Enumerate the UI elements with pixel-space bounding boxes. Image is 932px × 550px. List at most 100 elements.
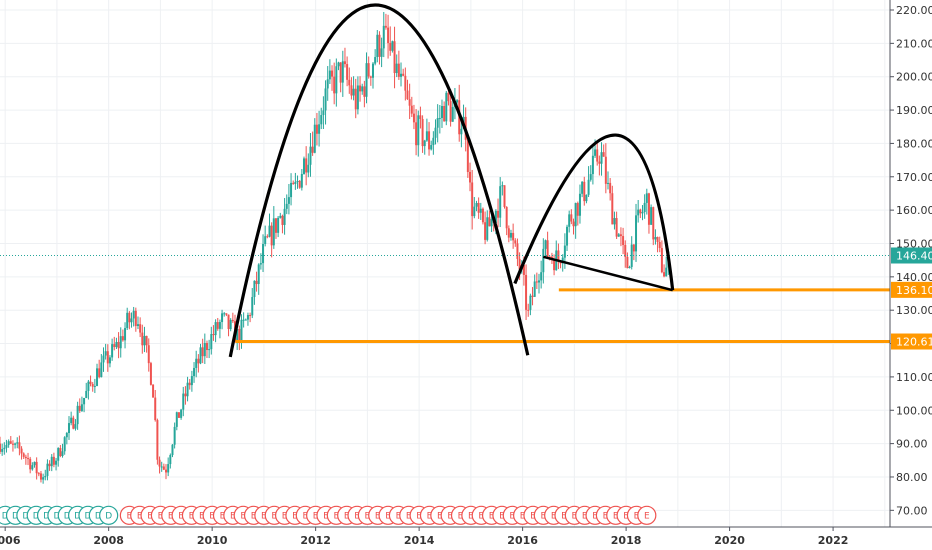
candle-body (251, 297, 254, 316)
x-tick-label: 2008 (93, 534, 124, 547)
candle-body (83, 397, 86, 405)
candle-body (61, 451, 64, 457)
candle-body (587, 179, 590, 195)
candle-body (0, 443, 1, 452)
candle-body (65, 433, 68, 438)
earnings-marker (637, 505, 657, 525)
candle-body (5, 444, 8, 448)
candle-body (9, 441, 12, 444)
candle-body (285, 203, 288, 209)
candle-body (149, 363, 152, 385)
candle-body (548, 256, 551, 258)
support-lines (235, 288, 890, 344)
candle-body (389, 43, 392, 51)
candle-body (57, 448, 60, 461)
candle-body (538, 280, 541, 283)
candle-body (525, 274, 528, 310)
candle-body (307, 164, 310, 173)
candle-body (581, 181, 584, 194)
earnings-marker-label: E (520, 511, 526, 521)
candle-body (594, 149, 597, 156)
candle-body (72, 417, 75, 429)
x-tick-label: 2018 (611, 534, 642, 547)
candle-body (188, 382, 191, 386)
earnings-marker-label: E (158, 511, 164, 521)
candle-body (566, 226, 569, 246)
candle-body (512, 232, 515, 241)
candle-body (456, 100, 459, 103)
candle-body (423, 140, 426, 147)
candle-body (240, 319, 243, 343)
dividend-marker-label: D (84, 511, 91, 521)
candle-body (309, 146, 312, 165)
candle-body (509, 232, 512, 238)
candle-body (128, 312, 131, 323)
earnings-marker-label: E (344, 511, 350, 521)
earnings-marker-label: E (427, 511, 433, 521)
candle-body (527, 309, 530, 311)
candle-body (335, 66, 338, 94)
candle-body (136, 324, 139, 326)
candle-body (481, 208, 484, 223)
earnings-marker-label: E (530, 511, 536, 521)
earnings-marker-label: E (230, 511, 236, 521)
candle-body (37, 473, 40, 475)
candle-body (106, 351, 109, 364)
candle-body (324, 88, 327, 111)
earnings-marker-label: E (499, 511, 505, 521)
candle-body (494, 210, 497, 223)
candle-body (505, 206, 508, 229)
candle-body (639, 209, 642, 214)
candle-body (518, 258, 521, 270)
candle-body (400, 73, 403, 77)
candle-body (466, 139, 469, 172)
candle-body (212, 334, 215, 336)
candle-body (203, 343, 206, 357)
earnings-marker-label: E (333, 511, 339, 521)
earnings-marker-label: E (189, 511, 195, 521)
earnings-marker-label: E (592, 511, 598, 521)
candle-body (171, 444, 174, 456)
candle-body (348, 79, 351, 86)
earnings-marker-label: E (168, 511, 174, 521)
candle-body (365, 63, 368, 97)
candle-body (367, 63, 370, 77)
earnings-marker-label: E (178, 511, 184, 521)
earnings-marker-label: E (468, 511, 474, 521)
candle-body (447, 92, 450, 102)
earnings-marker-label: E (313, 511, 319, 521)
candle-body (475, 202, 478, 207)
candle-body (111, 344, 114, 358)
candle-body (160, 466, 163, 468)
candle-body (471, 182, 474, 217)
candle-body (602, 152, 605, 157)
y-tick-label: 150.00 (896, 237, 932, 250)
candle-body (647, 193, 650, 225)
candle-body (96, 368, 99, 386)
candle-body (255, 280, 258, 285)
candle-body (449, 101, 452, 122)
candle-body (384, 25, 387, 28)
candle-body (201, 347, 204, 357)
candle-body (55, 460, 58, 465)
candle-body (91, 383, 94, 387)
candle-body (507, 228, 510, 238)
candle-body (294, 181, 297, 184)
candle-body (428, 131, 431, 150)
candle-body (402, 73, 405, 76)
candle-body (443, 106, 446, 122)
candle-body (613, 218, 616, 225)
y-tick-label: 220.00 (896, 4, 932, 17)
candle-body (143, 335, 146, 346)
candle-body (617, 234, 620, 237)
candle-body (35, 461, 38, 474)
candle-body (18, 442, 21, 449)
earnings-marker-label: E (365, 511, 371, 521)
candle-body (656, 237, 659, 243)
support-price-badge (891, 281, 932, 298)
candle-body (225, 313, 228, 315)
candle-body (221, 313, 224, 323)
x-tick-label: 2020 (714, 534, 745, 547)
candle-body (257, 264, 260, 285)
